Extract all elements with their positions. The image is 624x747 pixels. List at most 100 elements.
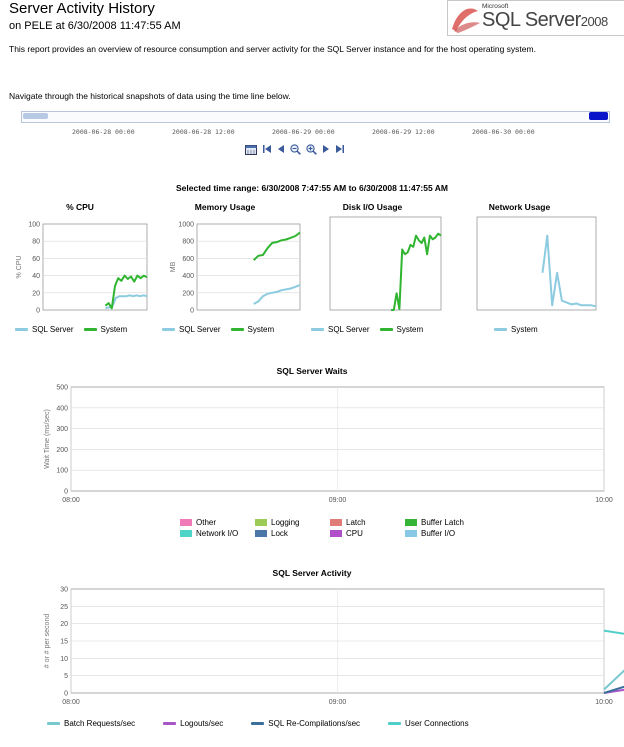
- y-axis-label: MB: [170, 261, 177, 272]
- cpu-chart-title: % CPU: [66, 202, 94, 212]
- legend-swatch: [180, 530, 192, 537]
- legend-label: Buffer I/O: [421, 529, 456, 538]
- zoom-out-icon[interactable]: [290, 143, 301, 155]
- timeline-tick: 2008-06-30 00:00: [472, 128, 535, 136]
- y-tick-label: 100: [28, 222, 40, 229]
- legend-label: SQL Server: [328, 325, 370, 334]
- plot-frame: [42, 223, 148, 311]
- legend-label: Other: [196, 518, 217, 527]
- legend-label: SQL Server: [179, 325, 221, 334]
- legend-label: Buffer Latch: [421, 518, 464, 527]
- legend-label: Latch: [346, 518, 366, 527]
- legend-swatch: [83, 328, 97, 331]
- legend-swatch: [251, 722, 265, 725]
- legend-item: SQL Re-Compilations/sec: [251, 719, 360, 728]
- activity-legend: Batch Requests/sec Logouts/sec SQL Re-Co…: [47, 719, 469, 728]
- y-tick-label: 200: [56, 447, 68, 454]
- y-tick-label: 20: [60, 621, 68, 628]
- legend-item: Batch Requests/sec: [47, 719, 135, 728]
- series-line: [541, 234, 597, 308]
- legend-swatch: [255, 519, 267, 526]
- legend-swatch: [163, 722, 177, 725]
- x-tick-label: 08:00: [62, 497, 80, 504]
- y-tick-label: 300: [56, 426, 68, 433]
- legend-item: System: [379, 325, 424, 334]
- series-line: [603, 629, 624, 635]
- y-tick-label: 5: [64, 673, 68, 680]
- timeline-tick: 2008-06-28 12:00: [172, 128, 235, 136]
- memory-chart-title: Memory Usage: [194, 202, 256, 212]
- legend-label: User Connections: [405, 719, 469, 728]
- legend-item: Lock: [255, 528, 330, 539]
- legend-swatch: [311, 328, 324, 331]
- y-tick-label: 200: [182, 290, 194, 297]
- first-icon[interactable]: [262, 144, 272, 154]
- y-tick-label: 600: [182, 256, 194, 263]
- timeline-start-handle[interactable]: [23, 113, 48, 119]
- legend-item: SQL Server: [311, 325, 370, 334]
- series-line: [253, 284, 301, 305]
- selected-time-range: Selected time range: 6/30/2008 7:47:55 A…: [176, 183, 448, 193]
- y-tick-label: 1000: [178, 222, 194, 229]
- legend-swatch: [494, 328, 507, 331]
- y-tick-label: 80: [32, 239, 40, 246]
- legend-swatch: [388, 722, 402, 725]
- legend-swatch: [47, 722, 60, 725]
- legend-item: Other: [180, 517, 255, 528]
- report-description: This report provides an overview of reso…: [9, 44, 536, 54]
- timeline-tick: 2008-06-28 00:00: [72, 128, 135, 136]
- y-tick-label: 400: [182, 273, 194, 280]
- previous-icon[interactable]: [277, 144, 285, 154]
- legend-item: System: [83, 325, 128, 334]
- y-tick-label: 500: [56, 385, 68, 392]
- zoom-in-icon[interactable]: [306, 143, 317, 155]
- series-line: [253, 231, 301, 261]
- y-tick-label: 30: [60, 587, 68, 594]
- legend-label: Batch Requests/sec: [64, 719, 136, 728]
- y-tick-label: 40: [32, 273, 40, 280]
- waits-chart: 0 100 200 300 400 500 Wait Time (ms/sec) 08:00 0…: [44, 385, 613, 505]
- memory-legend: SQL Server System: [162, 325, 274, 334]
- plot-frame: [476, 216, 597, 311]
- logo-microsoft: Microsoft: [482, 3, 509, 10]
- activity-chart-title: SQL Server Activity: [272, 568, 352, 578]
- legend-item: User Connections: [388, 719, 469, 728]
- calendar-icon[interactable]: [245, 144, 257, 155]
- timeline-tick: 2008-06-29 00:00: [272, 128, 335, 136]
- logo-version: 2008: [580, 14, 608, 29]
- legend-swatch: [230, 328, 244, 331]
- y-axis-label: MB / sec: [308, 249, 310, 277]
- timeline-controls: [245, 143, 345, 155]
- network-chart-title: Network Usage: [488, 202, 551, 212]
- legend-item: CPU: [330, 528, 405, 539]
- series-line: [104, 274, 148, 310]
- next-icon[interactable]: [322, 144, 330, 154]
- legend-swatch: [330, 530, 342, 537]
- legend-label: System: [100, 325, 128, 334]
- timeline-selection-handle[interactable]: [589, 112, 608, 120]
- legend-item: SQL Server: [15, 325, 74, 334]
- y-axis-label: % CPU: [16, 256, 23, 279]
- legend-item: System: [494, 325, 538, 334]
- page-title: Server Activity History: [9, 0, 155, 17]
- sql-server-logo: Microsoft SQL Server2008: [447, 0, 624, 36]
- network-chart: MB / sec: [476, 216, 597, 311]
- cpu-legend: SQL Server System: [15, 325, 127, 334]
- y-tick-label: 10: [60, 656, 68, 663]
- last-icon[interactable]: [335, 144, 345, 154]
- y-tick-label: 60: [32, 256, 40, 263]
- y-tick-label: 400: [56, 405, 68, 412]
- timeline-tick: 2008-06-29 12:00: [372, 128, 435, 136]
- legend-item: Buffer Latch: [405, 517, 480, 528]
- series-line: [603, 669, 624, 691]
- legend-swatch: [15, 328, 28, 331]
- legend-label: System: [396, 325, 424, 334]
- timeline-scrollbar[interactable]: [21, 111, 610, 123]
- legend-item: Network I/O: [180, 528, 255, 539]
- legend-swatch: [162, 328, 175, 331]
- legend-label: System: [247, 325, 275, 334]
- legend-item: Logouts/sec: [163, 719, 223, 728]
- legend-label: Logging: [271, 518, 300, 527]
- series-line: [391, 232, 442, 311]
- activity-chart: 0 5 10 15 20 25 30 # or # per second 08:00 09:00 1…: [44, 587, 624, 706]
